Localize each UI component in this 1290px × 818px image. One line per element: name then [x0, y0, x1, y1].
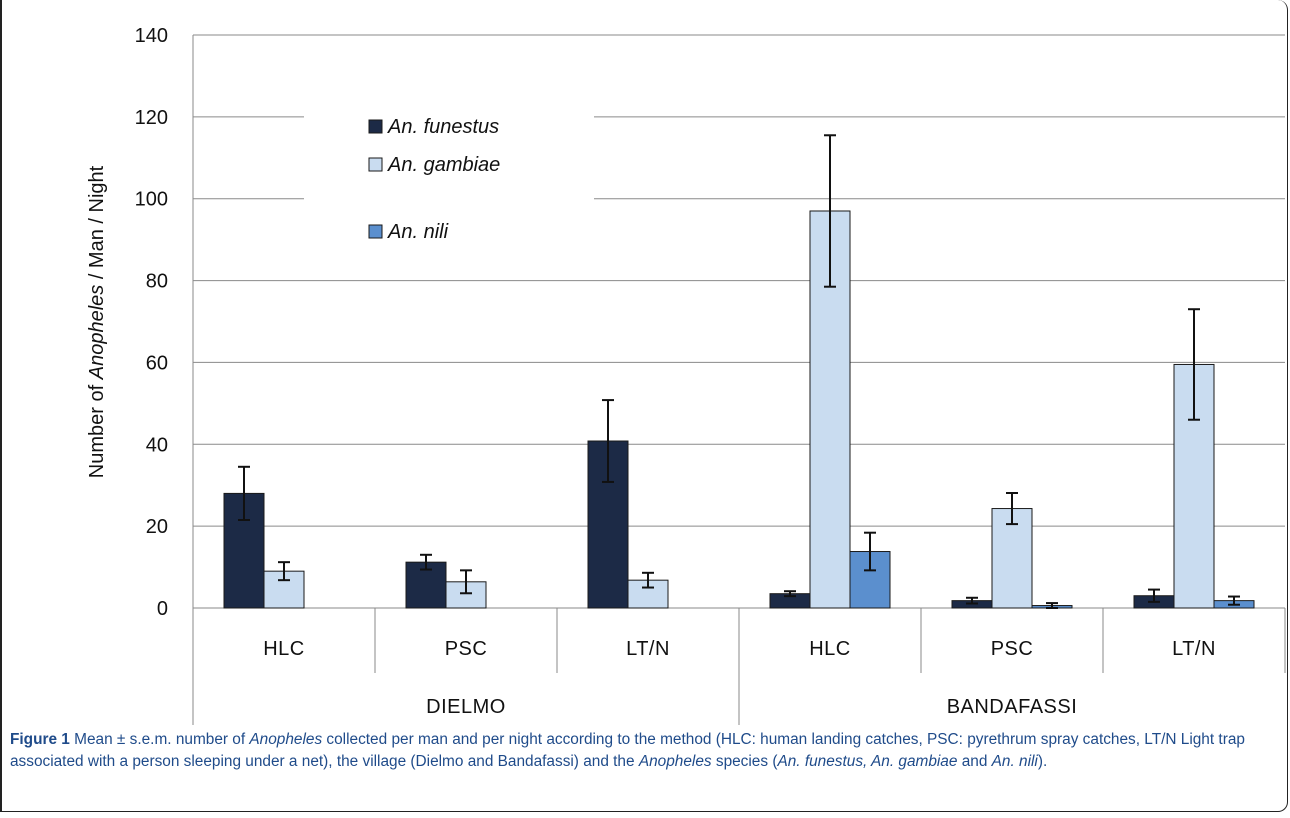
y-tick-label: 0 [157, 598, 168, 620]
caption-italic-term: Anopheles [638, 752, 712, 770]
bar-chart: 0 20 40 60 80 100 120 140 Number of Anopheles / … [86, 25, 1286, 725]
caption-text-run: and [957, 752, 992, 770]
caption-italic-term: Anopheles [249, 731, 323, 748]
caption-text: Mean ± s.e.m. number of Anopheles collec… [10, 731, 1245, 770]
caption-italic-term: An. funestus, An. gambiae [777, 752, 958, 770]
caption-text-run: species ( [711, 752, 778, 770]
caption-text-run: ). [1037, 752, 1048, 770]
y-tick-label: 60 [146, 352, 168, 374]
legend-swatch [368, 119, 383, 134]
caption-label: Figure 1 [10, 731, 70, 748]
legend-label: An. funestus [387, 116, 499, 138]
legend-label: An. gambiae [387, 154, 500, 176]
legend-label: An. nili [387, 221, 449, 243]
x-category-label: LT/N [626, 638, 670, 660]
x-category-label: PSC [445, 638, 488, 660]
x-group-label: DIELMO [426, 696, 506, 718]
caption-text-run: Mean ± s.e.m. number of [69, 731, 250, 748]
legend-background [304, 92, 594, 262]
y-tick-label: 40 [146, 434, 168, 456]
y-tick-label: 100 [135, 189, 168, 211]
y-tick-label: 140 [135, 25, 168, 47]
caption-text-run: collected per man and per night accordin… [10, 731, 1245, 770]
y-axis-label-part: Anopheles [86, 285, 108, 381]
y-axis-label-part: Number of [86, 379, 108, 478]
bar [991, 508, 1033, 609]
x-group-label: BANDAFASSI [947, 696, 1078, 718]
x-category-label: HLC [809, 638, 851, 660]
x-category-label: HLC [263, 638, 305, 660]
legend-swatch [368, 224, 383, 239]
y-axis-label-part: / Man / Night [86, 165, 108, 284]
y-tick-label: 80 [146, 271, 168, 293]
x-category-label: LT/N [1172, 638, 1216, 660]
x-category-label: PSC [991, 638, 1034, 660]
figure-caption: Figure 1 Mean ± s.e.m. number of Anophel… [10, 729, 1280, 772]
y-tick-label: 20 [146, 516, 168, 538]
y-axis-label: Number of Anopheles / Man / Night [86, 165, 108, 478]
caption-italic-term: An. nili [991, 752, 1038, 770]
y-tick-label: 120 [135, 107, 168, 129]
legend-swatch [368, 157, 383, 172]
